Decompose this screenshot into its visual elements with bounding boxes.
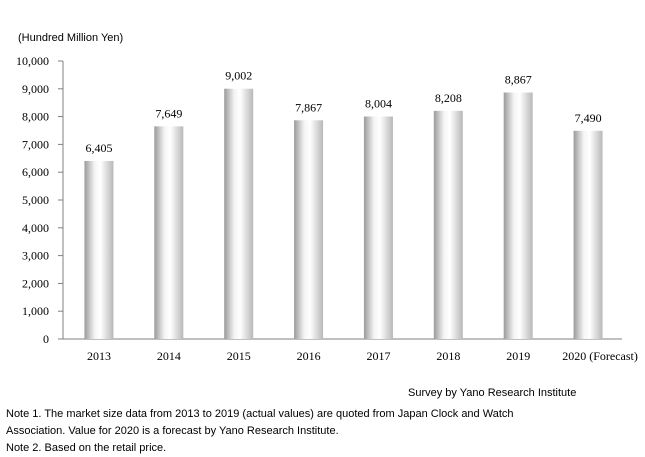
x-tick-label: 2013 xyxy=(87,349,111,363)
notes-block: Note 1. The market size data from 2013 t… xyxy=(6,406,638,457)
y-tick-label: 9,000 xyxy=(22,82,49,96)
bar xyxy=(363,116,393,339)
x-tick-label: 2015 xyxy=(227,349,251,363)
bar xyxy=(224,88,254,339)
note-1-line-1: Note 1. The market size data from 2013 t… xyxy=(6,408,514,420)
bar xyxy=(503,92,533,339)
bar xyxy=(154,126,184,339)
y-tick-label: 10,000 xyxy=(16,54,49,68)
y-tick-label: 7,000 xyxy=(22,137,49,151)
bar xyxy=(294,120,324,340)
bar-value-label: 6,405 xyxy=(85,141,112,155)
y-tick-label: 4,000 xyxy=(22,221,49,235)
bar-value-label: 8,867 xyxy=(505,72,532,86)
y-tick-label: 8,000 xyxy=(22,110,49,124)
x-tick-label: 2019 xyxy=(506,349,530,363)
x-tick-label: 2017 xyxy=(366,349,390,363)
bar-value-label: 9,002 xyxy=(225,69,252,83)
y-tick-label: 1,000 xyxy=(22,304,49,318)
source-credit: Survey by Yano Research Institute xyxy=(408,387,577,399)
bar-chart: 0 1,000 2,000 3,000 4,000 5,000 6,000 7,000 8,00… xyxy=(16,54,638,363)
bar-value-label: 7,649 xyxy=(155,106,182,120)
bar-value-label: 8,004 xyxy=(365,96,392,110)
note-1-line-2: Association. Value for 2020 is a forecas… xyxy=(6,425,339,437)
bar xyxy=(433,110,463,339)
x-tick-label: 2014 xyxy=(157,349,181,363)
bar-value-label: 7,490 xyxy=(575,111,602,125)
y-tick-label: 2,000 xyxy=(22,276,49,290)
bar-value-label: 8,208 xyxy=(435,91,462,105)
y-tick-label: 3,000 xyxy=(22,249,49,263)
bar xyxy=(573,130,603,339)
y-tick-label: 0 xyxy=(43,332,49,346)
bar-value-label: 7,867 xyxy=(295,100,322,114)
x-tick-label: 2020 (Forecast) xyxy=(562,349,638,363)
bar xyxy=(84,160,114,339)
y-axis-unit-label: (Hundred Million Yen) xyxy=(18,32,124,44)
x-tick-label: 2016 xyxy=(297,349,321,363)
y-tick-label: 5,000 xyxy=(22,193,49,207)
x-tick-label: 2018 xyxy=(436,349,460,363)
note-2: Note 2. Based on the retail price. xyxy=(6,442,167,454)
y-tick-label: 6,000 xyxy=(22,165,49,179)
